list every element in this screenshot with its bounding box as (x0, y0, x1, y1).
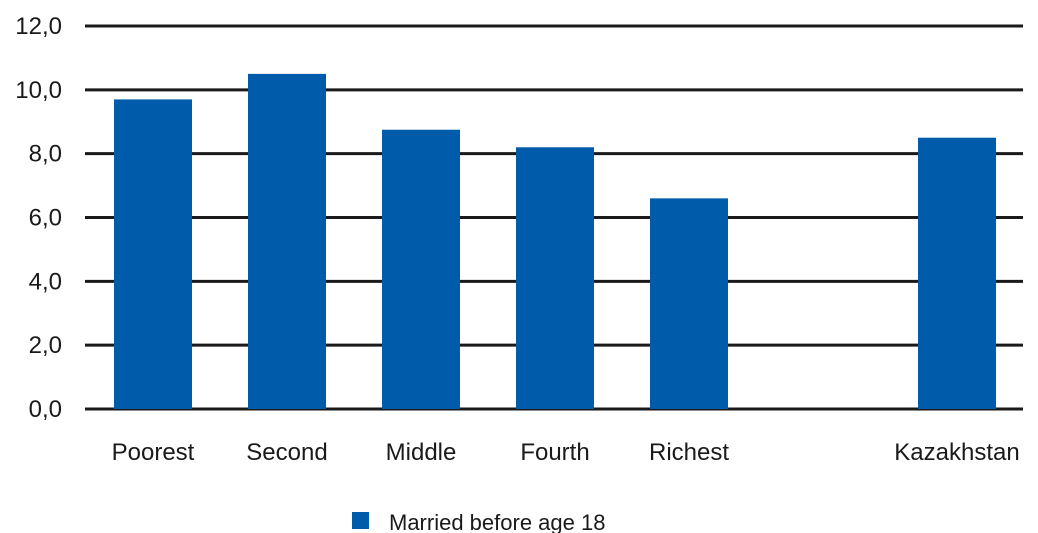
bar (114, 99, 192, 410)
x-category-label: Middle (386, 439, 457, 466)
legend: Married before age 18 (352, 510, 605, 533)
bars (114, 73, 996, 410)
y-tick-label: 0,0 (29, 396, 62, 423)
legend-label: Married before age 18 (389, 510, 605, 533)
x-category-label: Second (246, 439, 327, 466)
bar (918, 137, 996, 410)
y-axis-tick-labels: 0,0 2,0 4,0 6,0 8,0 10,0 12,0 (15, 13, 62, 423)
bar (248, 73, 326, 409)
bar (516, 147, 594, 410)
y-tick-label: 6,0 (29, 205, 62, 232)
y-tick-label: 10,0 (15, 77, 62, 104)
x-axis-category-labels: Poorest Second Middle Fourth Richest Kazakhst… (112, 439, 1020, 466)
x-category-label: Fourth (520, 439, 589, 466)
x-category-label: Poorest (112, 439, 195, 466)
y-tick-label: 4,0 (29, 268, 62, 295)
x-category-label: Kazakhstan (894, 439, 1019, 466)
bar (650, 198, 728, 409)
x-category-label: Richest (649, 439, 729, 466)
y-tick-label: 2,0 (29, 332, 62, 359)
y-tick-label: 12,0 (15, 13, 62, 40)
bar (382, 129, 460, 409)
legend-swatch (352, 512, 369, 529)
y-tick-label: 8,0 (29, 141, 62, 168)
